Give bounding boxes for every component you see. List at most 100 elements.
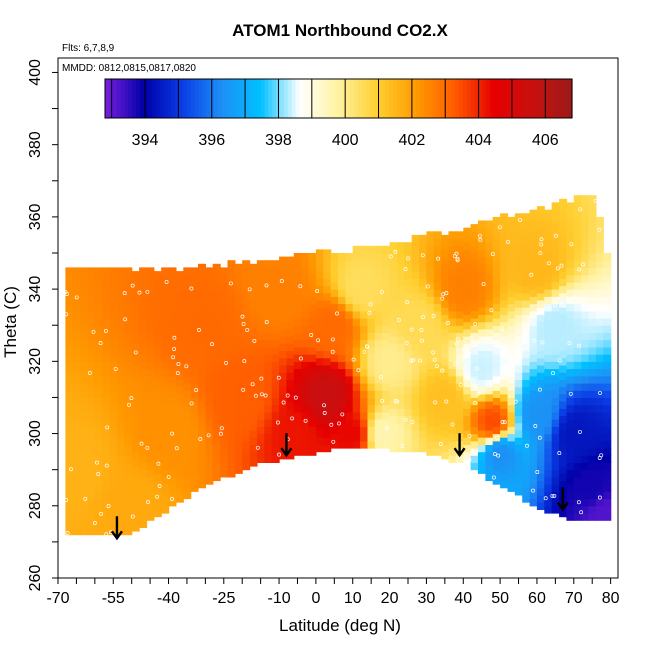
field-cell xyxy=(139,325,148,333)
field-cell xyxy=(389,256,398,265)
field-cell xyxy=(559,473,568,482)
field-cell xyxy=(581,260,590,268)
field-cell xyxy=(566,216,575,225)
field-cell xyxy=(227,455,236,463)
field-cell xyxy=(205,476,214,485)
field-cell xyxy=(161,346,170,355)
field-cell xyxy=(264,346,273,355)
field-cell xyxy=(382,440,391,449)
observation-point xyxy=(322,411,327,415)
field-cell xyxy=(72,296,81,305)
field-cell xyxy=(72,346,81,355)
field-cell xyxy=(603,390,612,398)
field-cell xyxy=(529,245,538,254)
field-cell xyxy=(603,318,612,326)
colorbar-tick-label: 394 xyxy=(132,132,159,149)
field-cell xyxy=(256,354,265,362)
field-cell xyxy=(301,383,310,391)
field-cell xyxy=(131,364,140,373)
field-cell xyxy=(242,440,251,449)
field-cell xyxy=(389,422,398,431)
field-cell xyxy=(153,393,162,402)
field-cell xyxy=(87,498,96,507)
field-cell xyxy=(183,404,192,413)
field-cell xyxy=(249,307,258,315)
field-cell xyxy=(595,491,604,500)
field-cell xyxy=(153,466,162,474)
colorbar-segment xyxy=(105,79,110,118)
field-cell xyxy=(426,267,435,276)
field-cell xyxy=(234,372,243,380)
field-cell xyxy=(551,274,560,283)
field-cell xyxy=(124,469,133,478)
field-cell xyxy=(411,350,420,359)
field-cell xyxy=(279,256,288,265)
field-cell xyxy=(175,480,184,489)
field-cell xyxy=(80,513,89,521)
field-cell xyxy=(190,332,199,341)
field-cell xyxy=(256,448,265,456)
field-cell xyxy=(581,281,590,290)
field-cell xyxy=(426,332,435,341)
field-cell xyxy=(212,350,221,359)
field-cell xyxy=(581,426,590,435)
observation-point xyxy=(433,400,438,405)
observation-point xyxy=(559,263,564,268)
colorbar-segment xyxy=(517,79,522,118)
field-cell xyxy=(595,419,604,427)
field-cell xyxy=(256,303,265,312)
field-cell xyxy=(330,310,339,319)
field-cell xyxy=(500,220,509,229)
field-cell xyxy=(448,361,457,370)
field-cell xyxy=(102,397,111,406)
observation-point xyxy=(404,340,409,345)
field-cell xyxy=(478,249,486,258)
field-cell xyxy=(470,281,479,290)
field-cell xyxy=(87,354,96,362)
field-cell xyxy=(102,455,111,463)
field-cell xyxy=(308,440,317,449)
field-cell xyxy=(205,419,214,427)
field-cell xyxy=(256,267,265,276)
field-cell xyxy=(190,339,199,348)
field-cell xyxy=(109,303,118,312)
field-cell xyxy=(65,281,74,290)
field-cell xyxy=(551,368,560,377)
field-cell xyxy=(131,422,140,431)
colorbar-segment xyxy=(525,79,530,118)
field-cell xyxy=(249,263,258,272)
observation-point xyxy=(175,371,180,376)
field-cell xyxy=(286,372,295,380)
field-cell xyxy=(116,498,125,507)
field-cell xyxy=(301,419,310,427)
field-cell xyxy=(124,433,133,442)
field-cell xyxy=(389,271,398,279)
field-cell xyxy=(109,433,118,442)
field-cell xyxy=(139,419,148,427)
field-cell xyxy=(367,375,376,384)
field-cell xyxy=(455,354,464,362)
observation-point xyxy=(330,337,335,342)
field-cell xyxy=(544,390,553,398)
observation-point xyxy=(444,399,449,404)
field-cell xyxy=(595,375,604,384)
field-cell xyxy=(227,310,236,319)
field-cell xyxy=(271,368,280,377)
field-cell xyxy=(124,375,133,384)
field-cell xyxy=(470,267,479,276)
field-cell xyxy=(419,314,428,323)
field-cell xyxy=(80,419,89,427)
field-cell xyxy=(301,426,310,435)
field-cell xyxy=(80,491,89,500)
field-cell xyxy=(536,393,545,402)
field-cell xyxy=(87,296,96,305)
field-cell xyxy=(220,462,229,471)
field-cell xyxy=(396,364,405,373)
field-cell xyxy=(433,281,442,290)
field-cell xyxy=(212,393,221,402)
colorbar-segment xyxy=(556,79,561,118)
field-cell xyxy=(485,343,494,352)
field-cell xyxy=(301,346,310,355)
field-cell xyxy=(330,325,339,333)
field-cell xyxy=(80,404,89,413)
